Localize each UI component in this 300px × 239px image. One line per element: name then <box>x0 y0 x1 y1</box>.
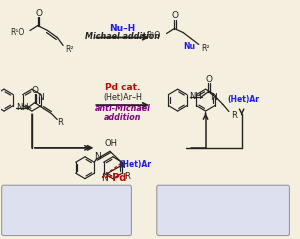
Text: R²: R² <box>202 44 210 53</box>
Text: Via a stable: Via a stable <box>40 193 93 202</box>
Text: palladacycle intermediate: palladacycle intermediate <box>16 219 117 228</box>
FancyBboxPatch shape <box>2 185 131 236</box>
Text: NH: NH <box>16 103 28 112</box>
Text: addition: addition <box>104 113 141 121</box>
Text: N: N <box>94 152 101 161</box>
Text: R: R <box>124 172 130 181</box>
Text: O: O <box>172 11 179 20</box>
Text: (Het)Ar: (Het)Ar <box>227 95 259 104</box>
Text: R¹O: R¹O <box>146 31 161 40</box>
Text: N: N <box>211 93 217 102</box>
Text: O: O <box>32 86 39 95</box>
Text: anti-Michael: anti-Michael <box>95 103 151 113</box>
Text: Pd cat.: Pd cat. <box>105 83 140 92</box>
Text: Michael addition: Michael addition <box>85 32 160 41</box>
Text: (Het)Ar–H: (Het)Ar–H <box>103 93 142 102</box>
Text: R²: R² <box>65 45 74 54</box>
Text: Nu–H: Nu–H <box>110 24 136 33</box>
Text: ···Pd: ···Pd <box>101 173 127 183</box>
Text: R: R <box>57 118 63 127</box>
Text: five-membered ring: five-membered ring <box>22 206 111 215</box>
Text: R¹O: R¹O <box>10 28 24 37</box>
Text: Selectivity: Selectivity <box>199 193 247 202</box>
Text: N: N <box>101 174 107 183</box>
Text: opposite to normal Michael: opposite to normal Michael <box>161 206 285 215</box>
Text: NH: NH <box>189 92 202 101</box>
Text: Nu: Nu <box>183 42 195 51</box>
Text: R: R <box>231 111 237 120</box>
Text: N: N <box>118 161 124 170</box>
Text: OH: OH <box>104 139 117 148</box>
Text: (Het)Ar: (Het)Ar <box>119 160 151 169</box>
Text: addition reaction: addition reaction <box>190 219 256 228</box>
FancyBboxPatch shape <box>157 185 290 236</box>
Text: O: O <box>35 9 42 18</box>
Text: O: O <box>206 75 212 84</box>
Text: N: N <box>37 93 44 102</box>
